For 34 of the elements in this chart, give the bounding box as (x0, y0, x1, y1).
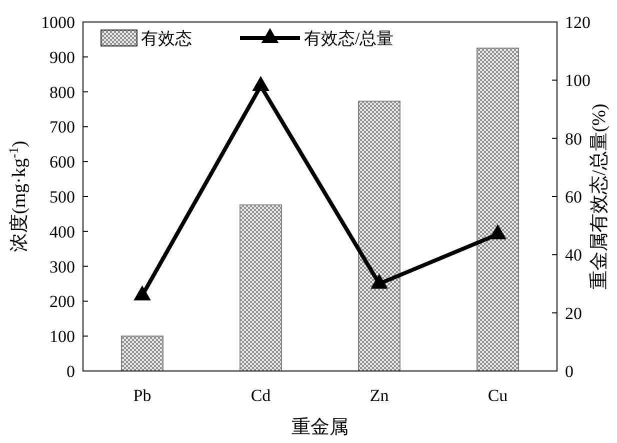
point (370, 274, 388, 289)
x-tick-label: Pb (133, 386, 152, 405)
y-tick-label: 100 (50, 327, 75, 346)
x-tick-label: Zn (370, 386, 390, 405)
y-tick-label: 900 (50, 48, 75, 67)
x-axis-title: 重金属 (292, 417, 348, 438)
y2-tick-label: 60 (565, 187, 582, 206)
y2-tick-label: 80 (565, 129, 582, 148)
y2-tick-label: 20 (565, 304, 582, 323)
y2-tick-label: 100 (565, 71, 590, 90)
bar (476, 48, 519, 372)
bar (121, 336, 164, 372)
legend-label: 有效态 (141, 29, 192, 48)
y-tick-label: 500 (50, 187, 75, 206)
y-tick-label: 700 (50, 118, 75, 137)
y-tick-label: 200 (50, 292, 75, 312)
y-tick-label: 0 (66, 362, 75, 381)
y2-tick-label: 0 (565, 362, 574, 381)
y2-tick-label: 120 (565, 12, 590, 32)
y-tick-label: 1000 (41, 12, 75, 32)
y2-axis-title: 重金属有效态/总量(%) (589, 104, 610, 290)
y-tick-label: 800 (50, 82, 75, 102)
bar (240, 204, 282, 372)
y-tick-label: 400 (50, 222, 75, 242)
point (252, 76, 270, 91)
x-tick-label: Cu (488, 386, 508, 405)
y-tick-label: 300 (50, 257, 75, 276)
x-tick-label: Cd (250, 386, 272, 405)
bar (358, 100, 400, 372)
legend-label: 有效态/总量 (304, 29, 394, 48)
y-tick-label: 600 (50, 152, 75, 172)
point (134, 285, 151, 300)
y2-tick-label: 40 (565, 246, 582, 265)
point (489, 224, 506, 240)
